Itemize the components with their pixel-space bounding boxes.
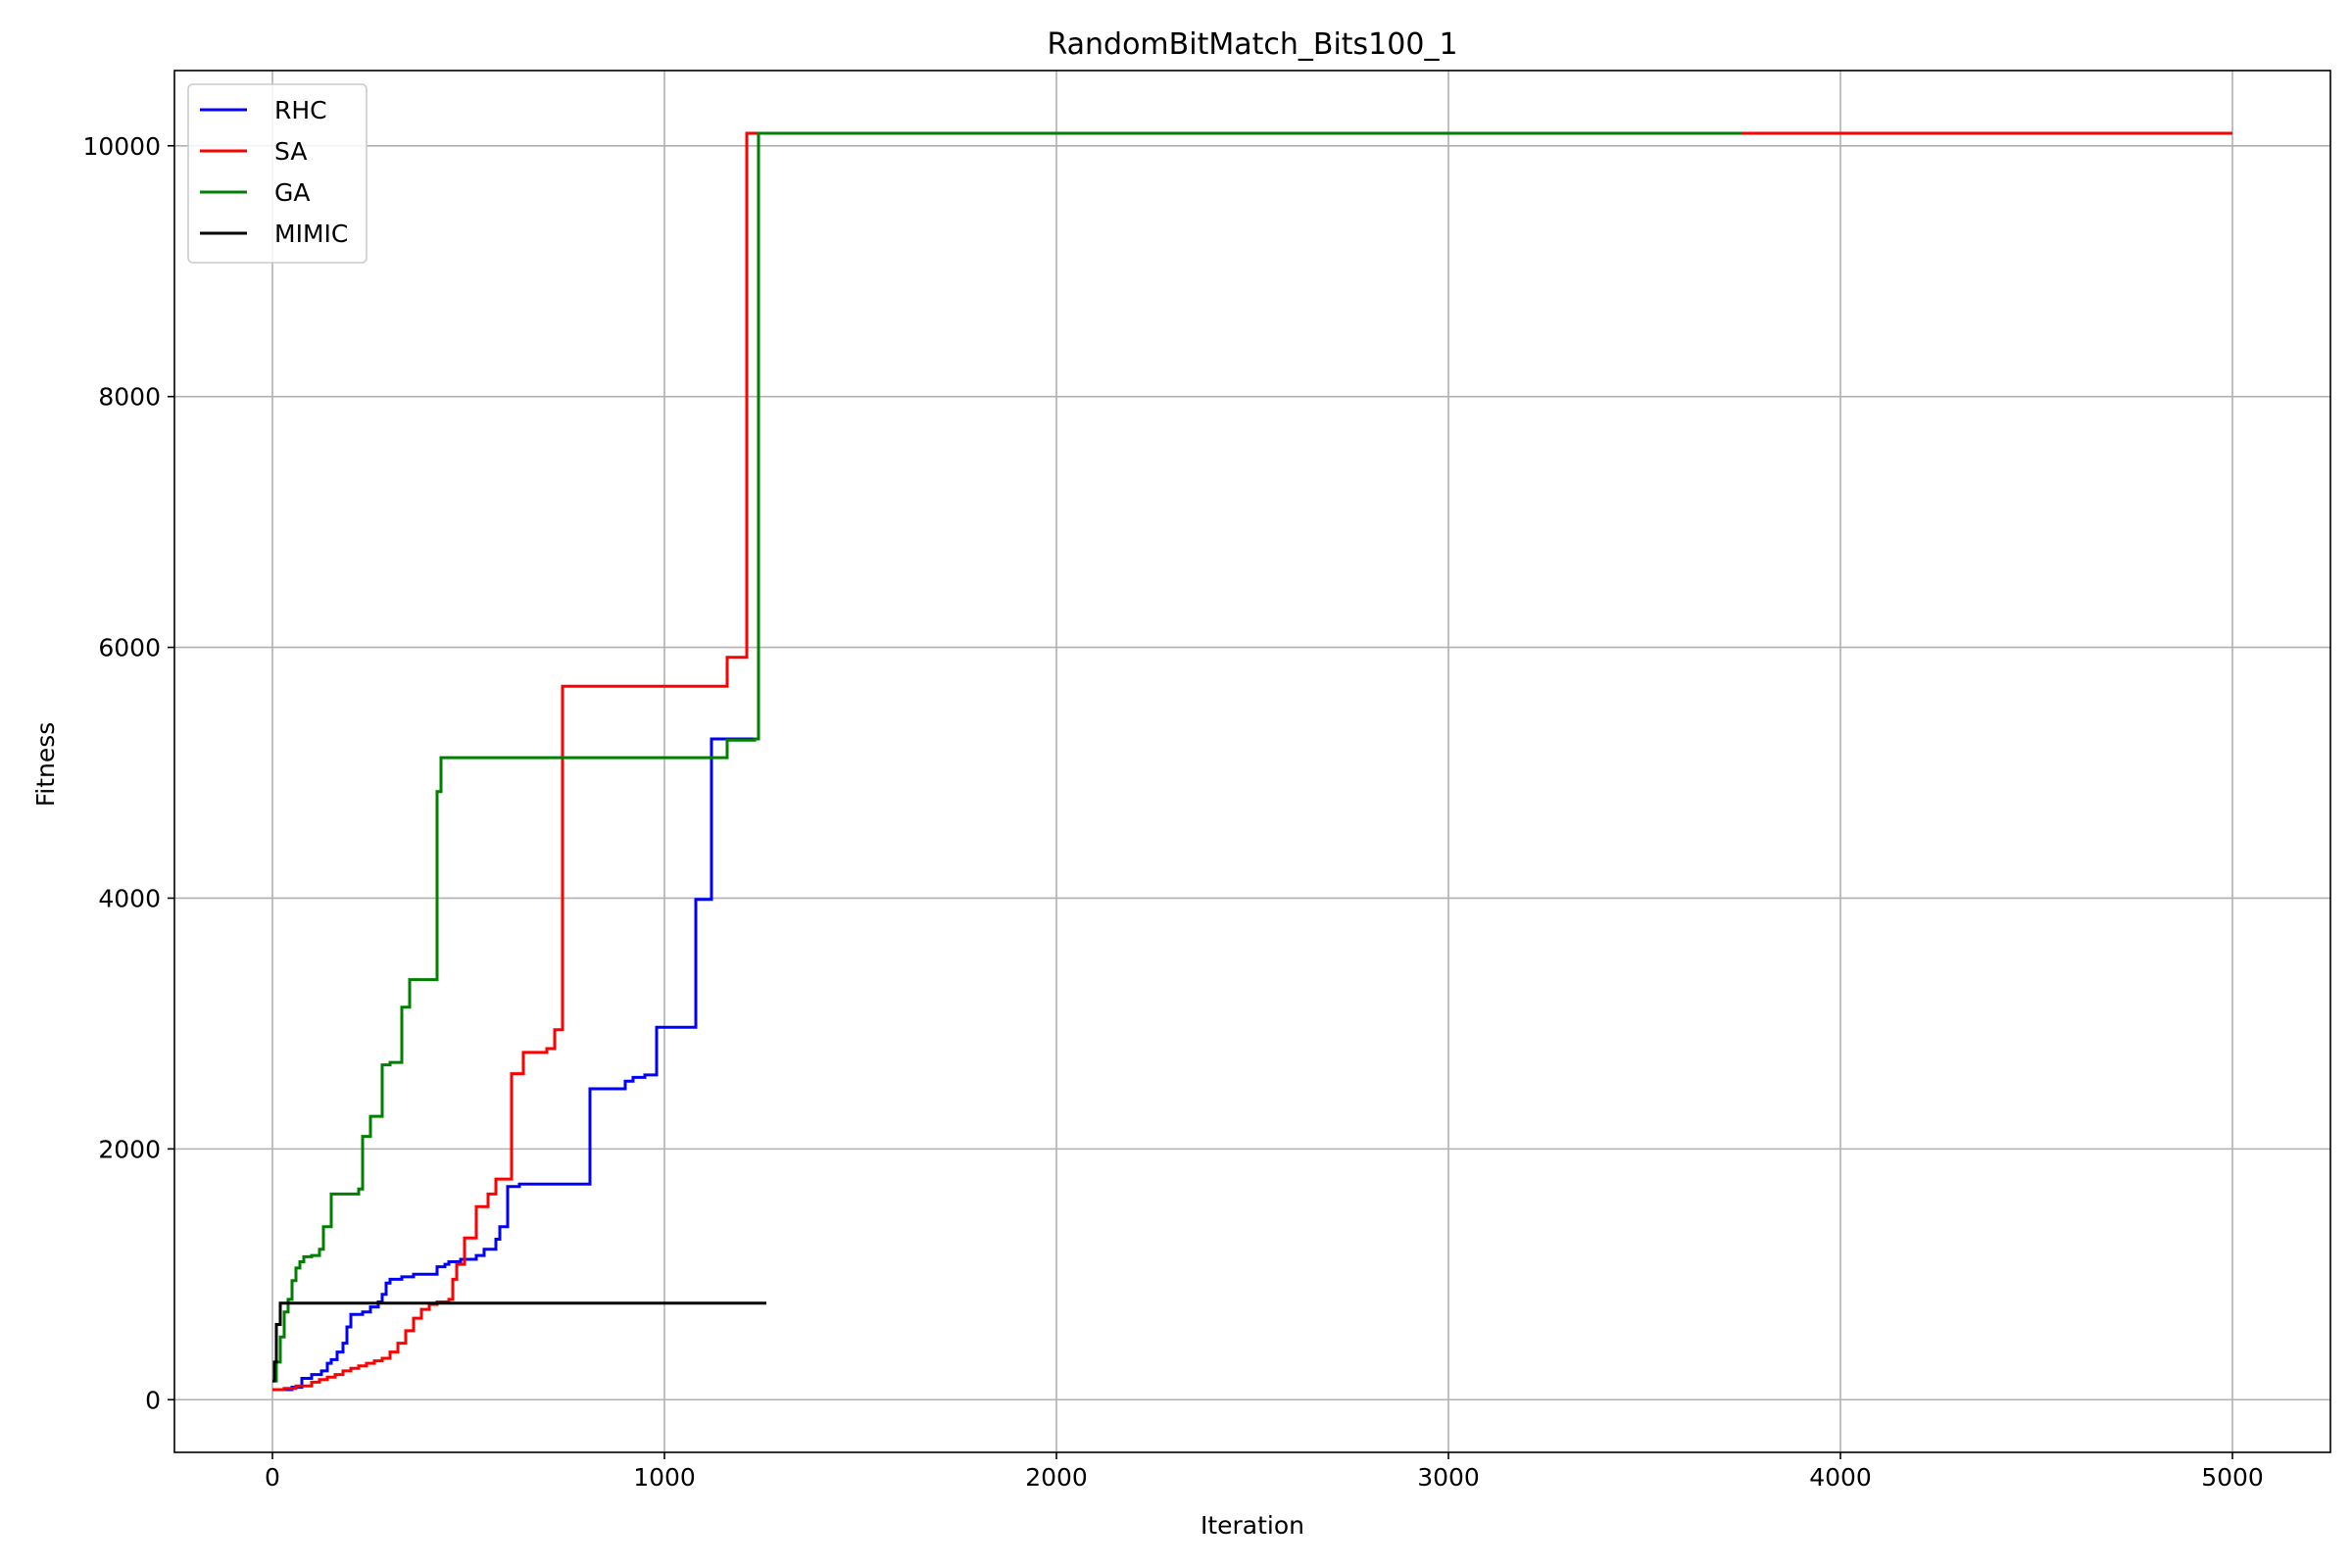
x-tick-label: 2000 <box>1025 1463 1088 1492</box>
y-tick-label: 6000 <box>98 634 161 662</box>
y-tick-label: 0 <box>145 1386 161 1414</box>
chart-title: RandomBitMatch_Bits100_1 <box>1047 27 1457 62</box>
x-tick-label: 0 <box>265 1463 280 1492</box>
legend-box <box>187 83 368 264</box>
x-tick-label: 3000 <box>1417 1463 1480 1492</box>
plot-frame <box>173 70 2331 1453</box>
legend-label-sa: SA <box>274 137 307 166</box>
plot-background <box>174 71 2330 1452</box>
series-line-ga <box>272 131 1742 1383</box>
legend-label-rhc: RHC <box>274 96 327 124</box>
x-tick-label: 1000 <box>633 1463 696 1492</box>
y-axis-label: Fitness <box>31 722 60 808</box>
grid <box>174 71 2330 1452</box>
y-tick-label: 4000 <box>98 884 161 912</box>
y-tick-label: 2000 <box>98 1135 161 1163</box>
legend: RHC SA GA MIMIC <box>187 83 368 264</box>
y-tick-label: 8000 <box>98 383 161 412</box>
y-tick-label: 10000 <box>82 132 161 161</box>
x-tick-label: 5000 <box>2201 1463 2264 1492</box>
series-line-sa <box>272 131 2232 1392</box>
series-line-rhc <box>272 737 759 1392</box>
x-tick-label: 4000 <box>1809 1463 1872 1492</box>
x-axis-label: Iteration <box>1200 1511 1304 1540</box>
legend-label-mimic: MIMIC <box>274 220 348 248</box>
ticks: 0 1000 2000 3000 4000 5000 0 2000 4000 6000 8000 10… <box>82 132 2263 1492</box>
legend-label-ga: GA <box>274 178 310 207</box>
series-layer <box>272 131 2232 1392</box>
series-line-mimic <box>272 1301 766 1383</box>
